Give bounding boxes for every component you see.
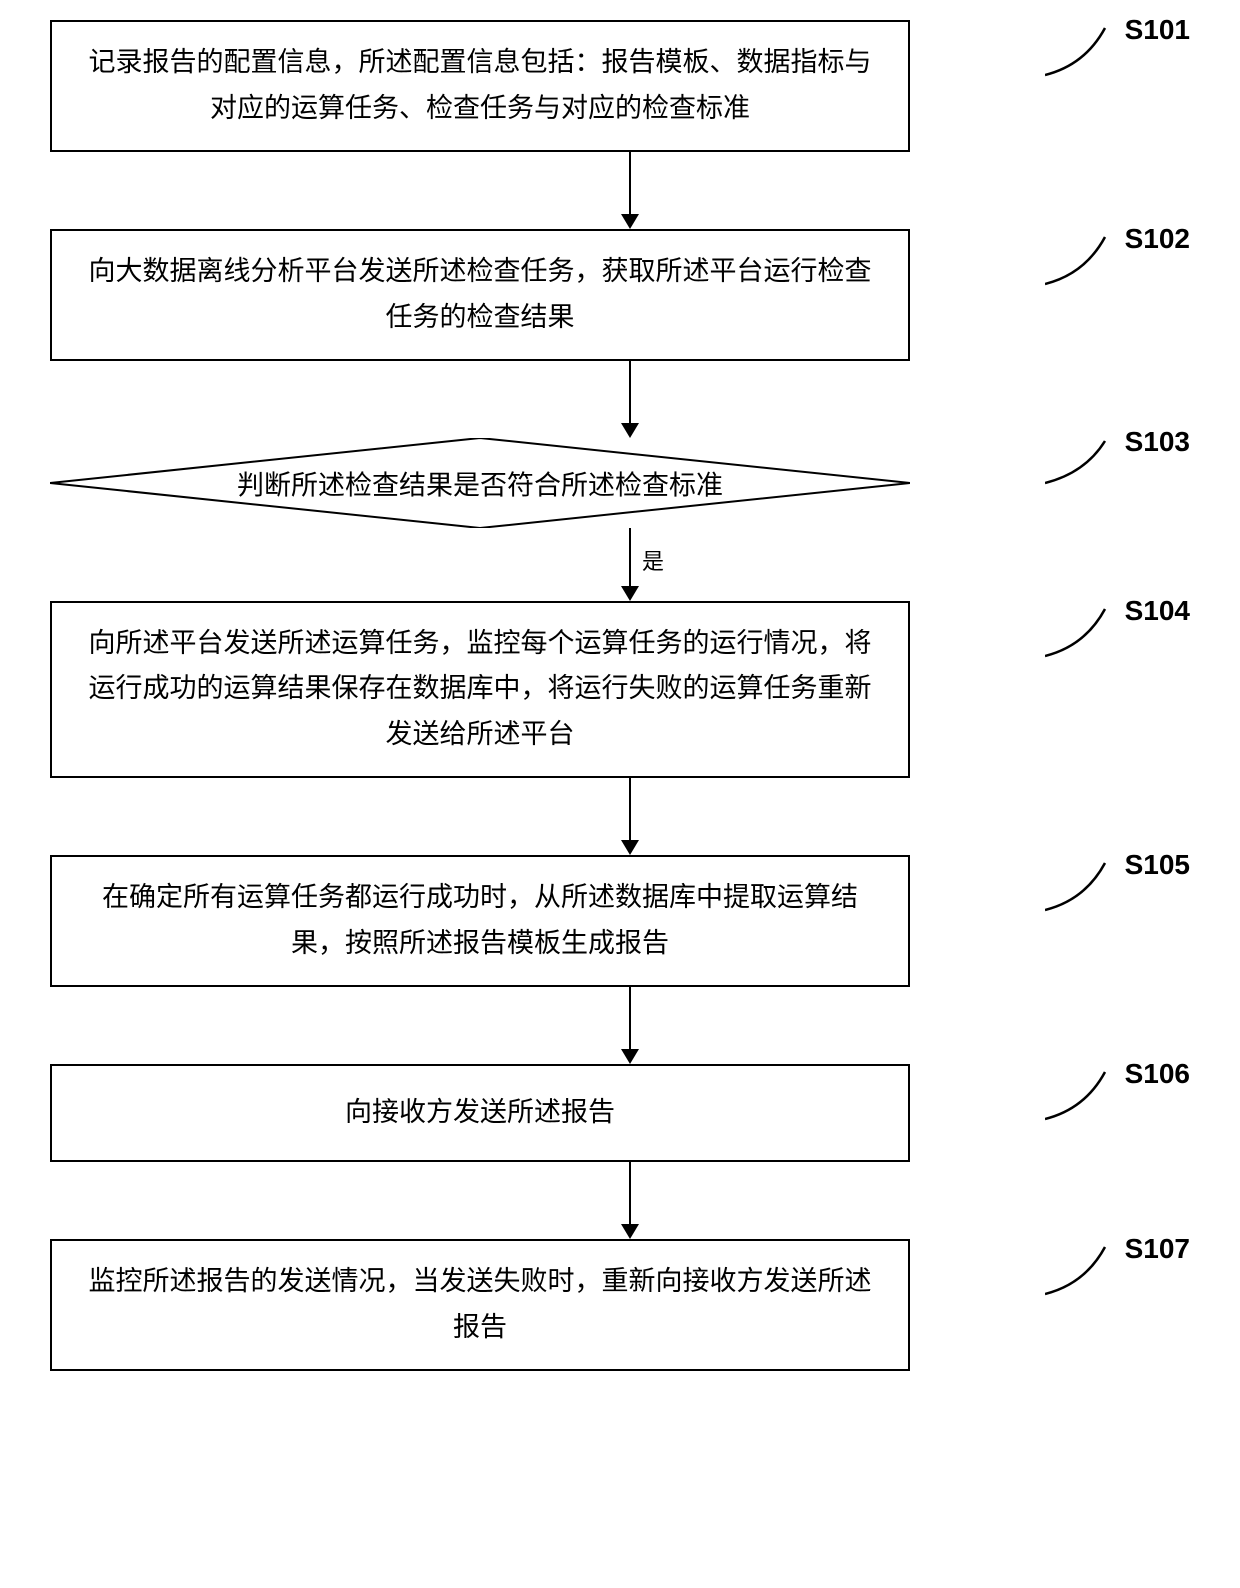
step-label: S103 (1125, 426, 1190, 458)
flow-arrow (200, 361, 1060, 438)
decision-box: 判断所述检查结果是否符合所述检查标准 (50, 438, 910, 528)
process-text: 向大数据离线分析平台发送所述检查任务，获取所述平台运行检查任务的检查结果 (76, 249, 884, 341)
process-text: 在确定所有运算任务都运行成功时，从所述数据库中提取运算结果，按照所述报告模板生成… (76, 875, 884, 967)
flow-step: 向所述平台发送所述运算任务，监控每个运算任务的运行情况，将运行成功的运算结果保存… (30, 601, 1210, 779)
flow-arrow: 是 (200, 528, 1060, 601)
flow-step: 监控所述报告的发送情况，当发送失败时，重新向接收方发送所述报告 S107 (30, 1239, 1210, 1371)
process-box: 向大数据离线分析平台发送所述检查任务，获取所述平台运行检查任务的检查结果 (50, 229, 910, 361)
label-connector (1045, 601, 1125, 661)
step-label: S102 (1125, 223, 1190, 255)
process-text: 向所述平台发送所述运算任务，监控每个运算任务的运行情况，将运行成功的运算结果保存… (76, 621, 884, 759)
process-text: 记录报告的配置信息，所述配置信息包括：报告模板、数据指标与对应的运算任务、检查任… (76, 40, 884, 132)
flow-step: 向大数据离线分析平台发送所述检查任务，获取所述平台运行检查任务的检查结果 S10… (30, 229, 1210, 361)
process-box: 记录报告的配置信息，所述配置信息包括：报告模板、数据指标与对应的运算任务、检查任… (50, 20, 910, 152)
process-box: 在确定所有运算任务都运行成功时，从所述数据库中提取运算结果，按照所述报告模板生成… (50, 855, 910, 987)
process-text: 监控所述报告的发送情况，当发送失败时，重新向接收方发送所述报告 (76, 1259, 884, 1351)
flow-step: 在确定所有运算任务都运行成功时，从所述数据库中提取运算结果，按照所述报告模板生成… (30, 855, 1210, 987)
flow-step: 向接收方发送所述报告 S106 (30, 1064, 1210, 1162)
flow-step: 记录报告的配置信息，所述配置信息包括：报告模板、数据指标与对应的运算任务、检查任… (30, 20, 1210, 152)
label-connector (1045, 20, 1125, 80)
label-connector (1045, 433, 1125, 493)
step-label: S104 (1125, 595, 1190, 627)
step-label: S106 (1125, 1058, 1190, 1090)
process-box: 监控所述报告的发送情况，当发送失败时，重新向接收方发送所述报告 (50, 1239, 910, 1371)
step-label: S105 (1125, 849, 1190, 881)
step-label: S101 (1125, 14, 1190, 46)
label-connector (1045, 1239, 1125, 1299)
step-label: S107 (1125, 1233, 1190, 1265)
process-text: 向接收方发送所述报告 (76, 1090, 884, 1136)
flow-arrow (200, 152, 1060, 229)
flowchart-container: 记录报告的配置信息，所述配置信息包括：报告模板、数据指标与对应的运算任务、检查任… (30, 20, 1210, 1371)
flow-step: 判断所述检查结果是否符合所述检查标准 S103 (30, 438, 1210, 528)
label-connector (1045, 1064, 1125, 1124)
decision-text: 判断所述检查结果是否符合所述检查标准 (237, 463, 723, 502)
edge-label: 是 (642, 544, 664, 576)
flow-arrow (200, 1162, 1060, 1239)
process-box: 向所述平台发送所述运算任务，监控每个运算任务的运行情况，将运行成功的运算结果保存… (50, 601, 910, 779)
flow-arrow (200, 778, 1060, 855)
label-connector (1045, 855, 1125, 915)
flow-arrow (200, 987, 1060, 1064)
label-connector (1045, 229, 1125, 289)
process-box: 向接收方发送所述报告 (50, 1064, 910, 1162)
